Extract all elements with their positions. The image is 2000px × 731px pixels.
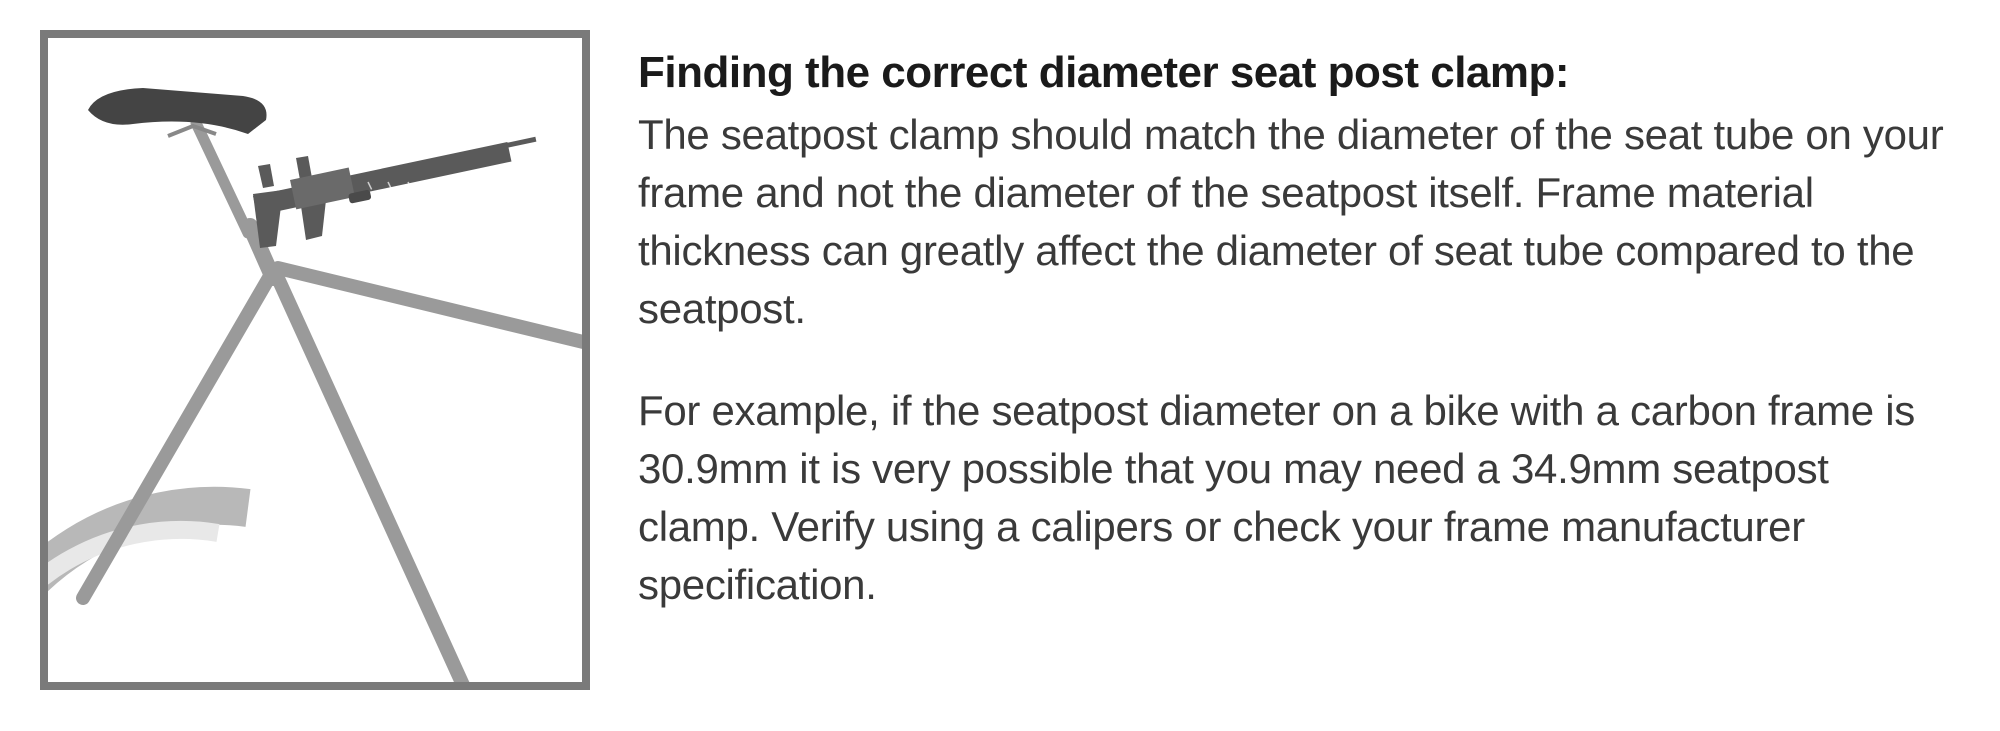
paragraph-2: For example, if the seatpost diameter on… — [638, 382, 1960, 614]
paragraph-1: The seatpost clamp should match the diam… — [638, 106, 1960, 338]
bike-caliper-illustration — [48, 38, 582, 682]
bike-diagram-frame — [40, 30, 590, 690]
section-heading: Finding the correct diameter seat post c… — [638, 48, 1960, 98]
caliper-icon — [253, 137, 536, 248]
instruction-text-column: Finding the correct diameter seat post c… — [638, 30, 1960, 614]
